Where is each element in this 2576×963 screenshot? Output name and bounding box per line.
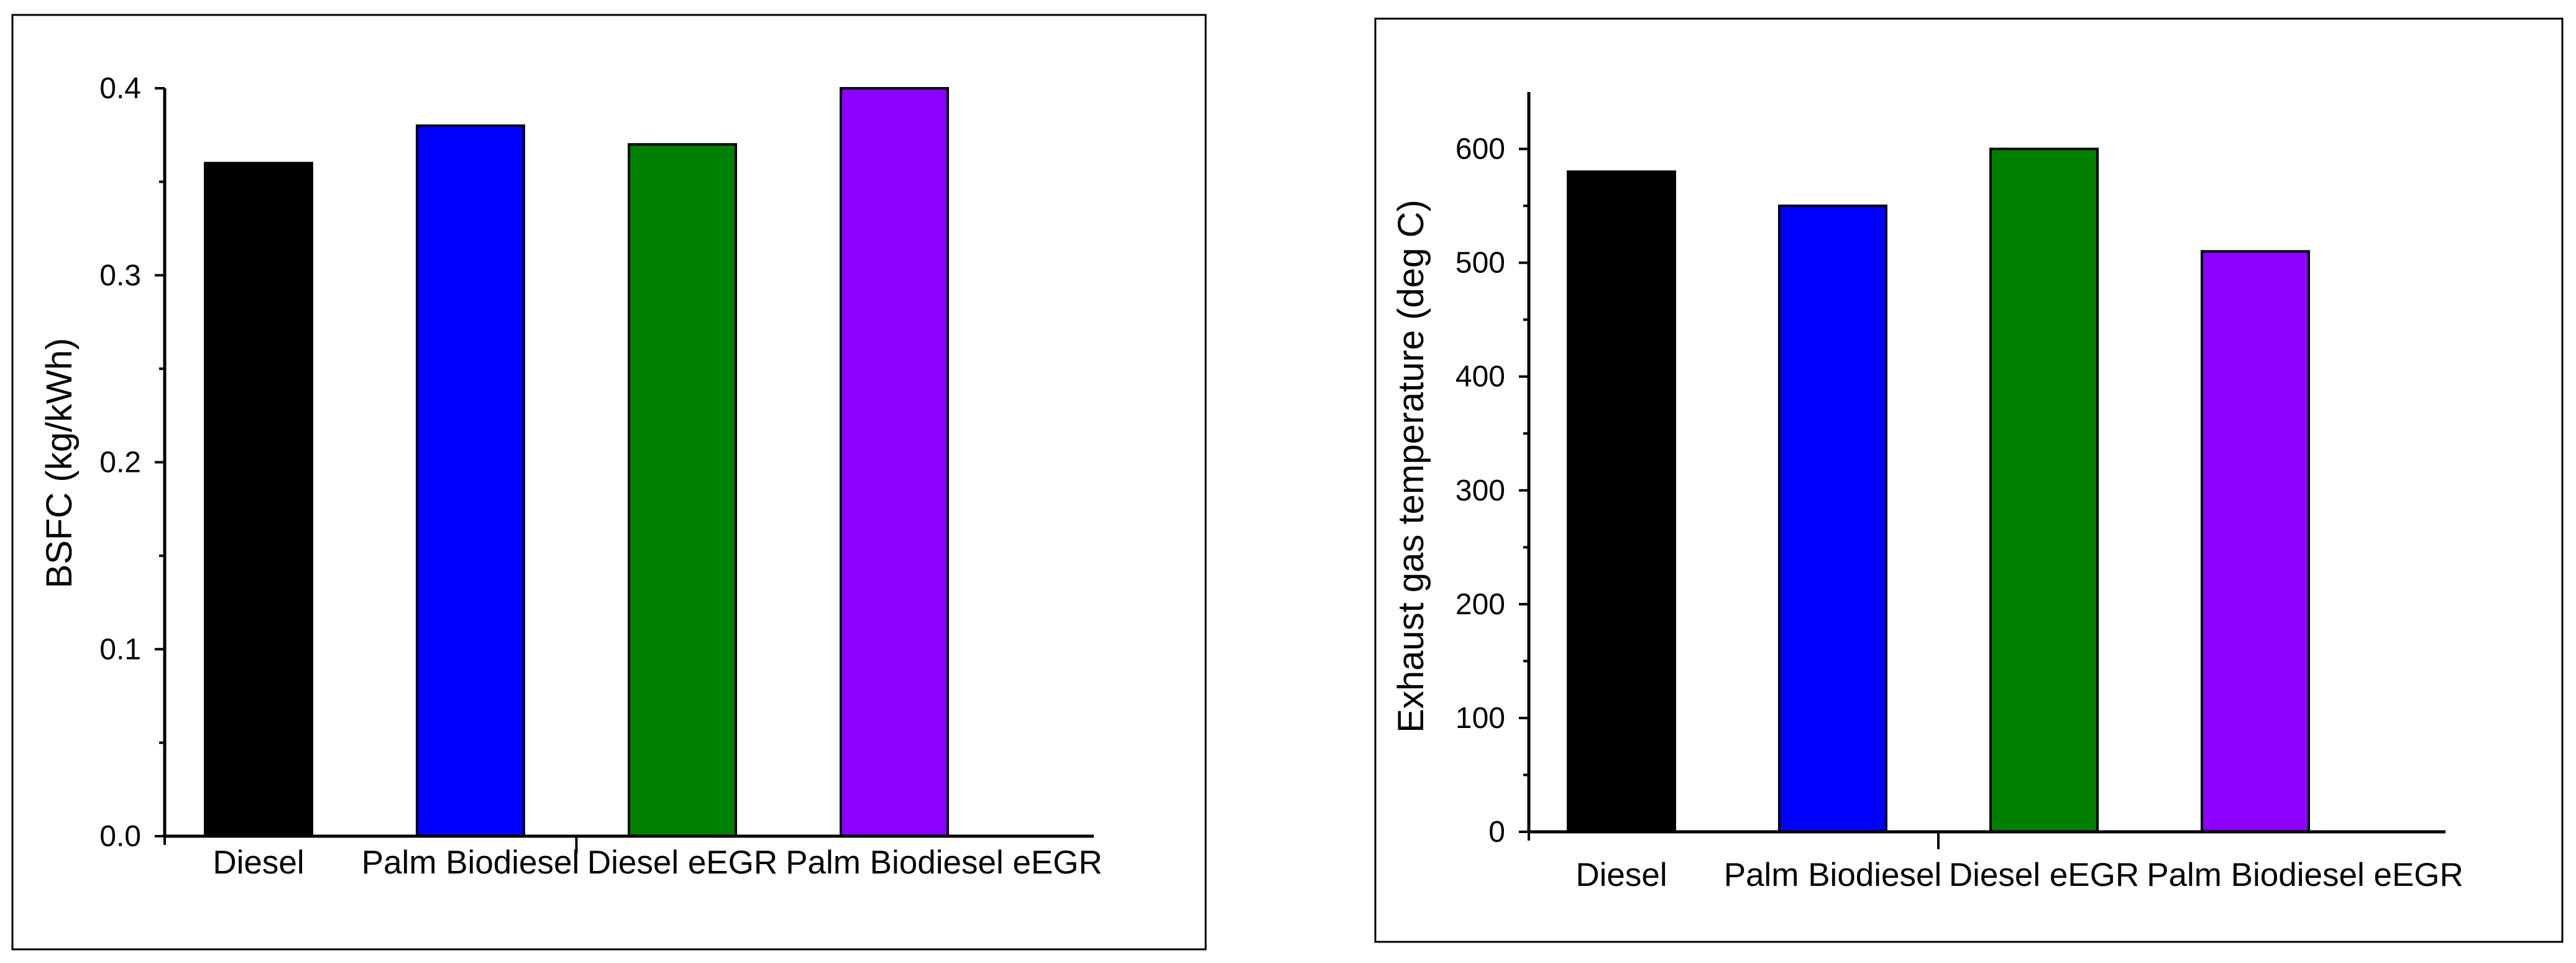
exhaust-bar-2	[1778, 205, 1887, 834]
exhaust-category-label: Diesel	[1575, 857, 1667, 893]
exhaust-y-tick-label: 500	[1455, 247, 1505, 280]
bsfc-chart-frame	[11, 14, 1207, 951]
bsfc-y-tick-label: 0.2	[99, 446, 141, 479]
bsfc-y-tick-label: 0.0	[99, 820, 141, 853]
bsfc-y-tick-label: 0.1	[99, 633, 141, 666]
exhaust-y-ticks: 0 100 200 300 400 500 600	[1455, 133, 1529, 849]
bsfc-category-label: Palm Biodiesel eEGR	[786, 844, 1102, 881]
bsfc-category-label: Diesel eEGR	[587, 844, 777, 881]
bsfc-y-ticks: 0.0 0.1 0.2 0.3 0.4	[99, 72, 165, 853]
exhaust-y-tick-label: 200	[1455, 588, 1505, 621]
exhaust-y-tick-label: 300	[1455, 474, 1505, 507]
bsfc-bars	[204, 87, 949, 838]
exhaust-category-labels: Diesel Palm Biodiesel Diesel eEGR Palm Biod…	[1575, 857, 2463, 893]
exhaust-temperature-chart: 0 100 200 300 400 500 600 Diesel Palm Biodiesel…	[1374, 17, 2564, 943]
exhaust-chart-frame	[1374, 17, 2564, 943]
exhaust-bar-3	[1989, 147, 2099, 834]
exhaust-y-tick-label: 0	[1488, 816, 1505, 849]
exhaust-bar-1	[1567, 170, 1676, 834]
bsfc-y-tick-label: 0.3	[99, 259, 141, 292]
bsfc-bar-4	[840, 87, 949, 837]
bsfc-category-labels: Diesel Palm Biodiesel Diesel eEGR Palm Biod…	[213, 844, 1102, 881]
bsfc-category-label: Palm Biodiesel	[362, 844, 580, 881]
bsfc-bar-3	[628, 143, 737, 838]
bsfc-bar-2	[416, 124, 525, 837]
exhaust-y-axis-title: Exhaust gas temperature (deg C)	[1391, 200, 1431, 733]
exhaust-y-tick-label: 400	[1455, 361, 1505, 394]
exhaust-category-label: Palm Biodiesel eEGR	[2147, 857, 2464, 893]
exhaust-y-tick-label: 100	[1455, 702, 1505, 735]
exhaust-category-label: Palm Biodiesel	[1724, 857, 1942, 893]
bsfc-bar-1	[204, 162, 313, 837]
exhaust-bar-4	[2201, 250, 2310, 833]
exhaust-category-label: Diesel eEGR	[1949, 857, 2139, 893]
bsfc-category-label: Diesel	[213, 844, 304, 881]
bsfc-y-tick-label: 0.4	[99, 72, 141, 105]
bsfc-y-axis-title: BSFC (kg/kWh)	[39, 338, 80, 589]
bsfc-chart: 0.0 0.1 0.2 0.3 0.4 Diesel Palm Biodiesel Dies…	[11, 14, 1207, 951]
exhaust-y-tick-label: 600	[1455, 133, 1505, 166]
